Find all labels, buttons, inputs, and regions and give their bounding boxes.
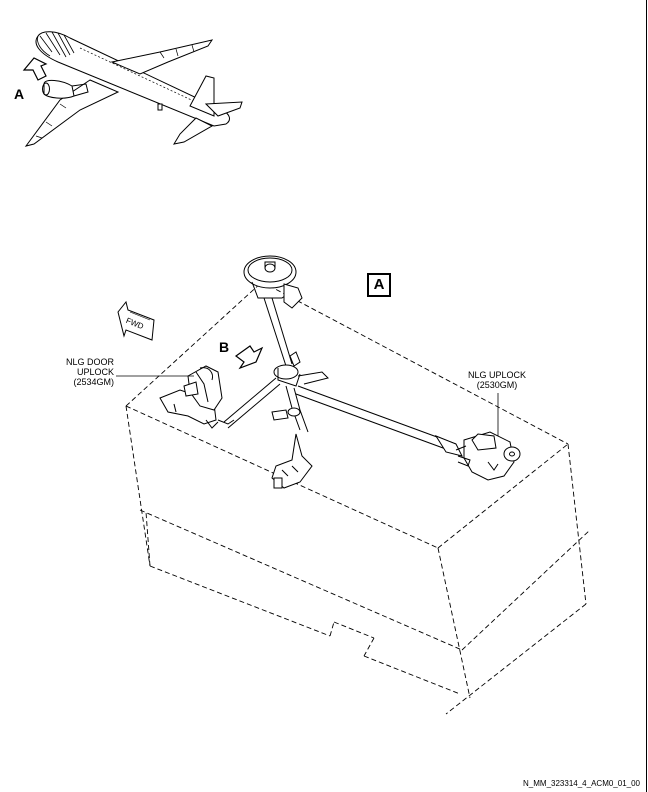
door-uplock-line2: UPLOCK xyxy=(76,367,114,377)
view-marker-a: A xyxy=(14,86,25,102)
view-b-arrow xyxy=(234,345,264,370)
uplock-mechanism xyxy=(223,255,463,489)
door-uplock-line3: (2534GM) xyxy=(73,377,114,387)
door-uplock-callout: NLG DOOR UPLOCK (2534GM) xyxy=(40,357,114,387)
detail-label: A xyxy=(367,273,391,297)
nlg-door-uplock xyxy=(159,365,235,429)
door-uplock-line1: NLG DOOR xyxy=(65,357,114,367)
view-marker-b: B xyxy=(219,339,230,355)
nlg-uplock-line2: (2530GM) xyxy=(476,380,518,390)
frame-edge xyxy=(646,0,647,792)
nlg-uplock-callout: NLG UPLOCK (2530GM) xyxy=(452,370,542,390)
fwd-arrow-icon xyxy=(117,300,155,341)
aircraft-locator xyxy=(22,31,243,147)
wheel-well-outline xyxy=(125,281,591,715)
nlg-uplock-line1: NLG UPLOCK xyxy=(467,370,527,380)
figure-code: N_MM_323314_4_ACM0_01_00 xyxy=(523,779,640,788)
nlg-uplock xyxy=(455,431,521,481)
